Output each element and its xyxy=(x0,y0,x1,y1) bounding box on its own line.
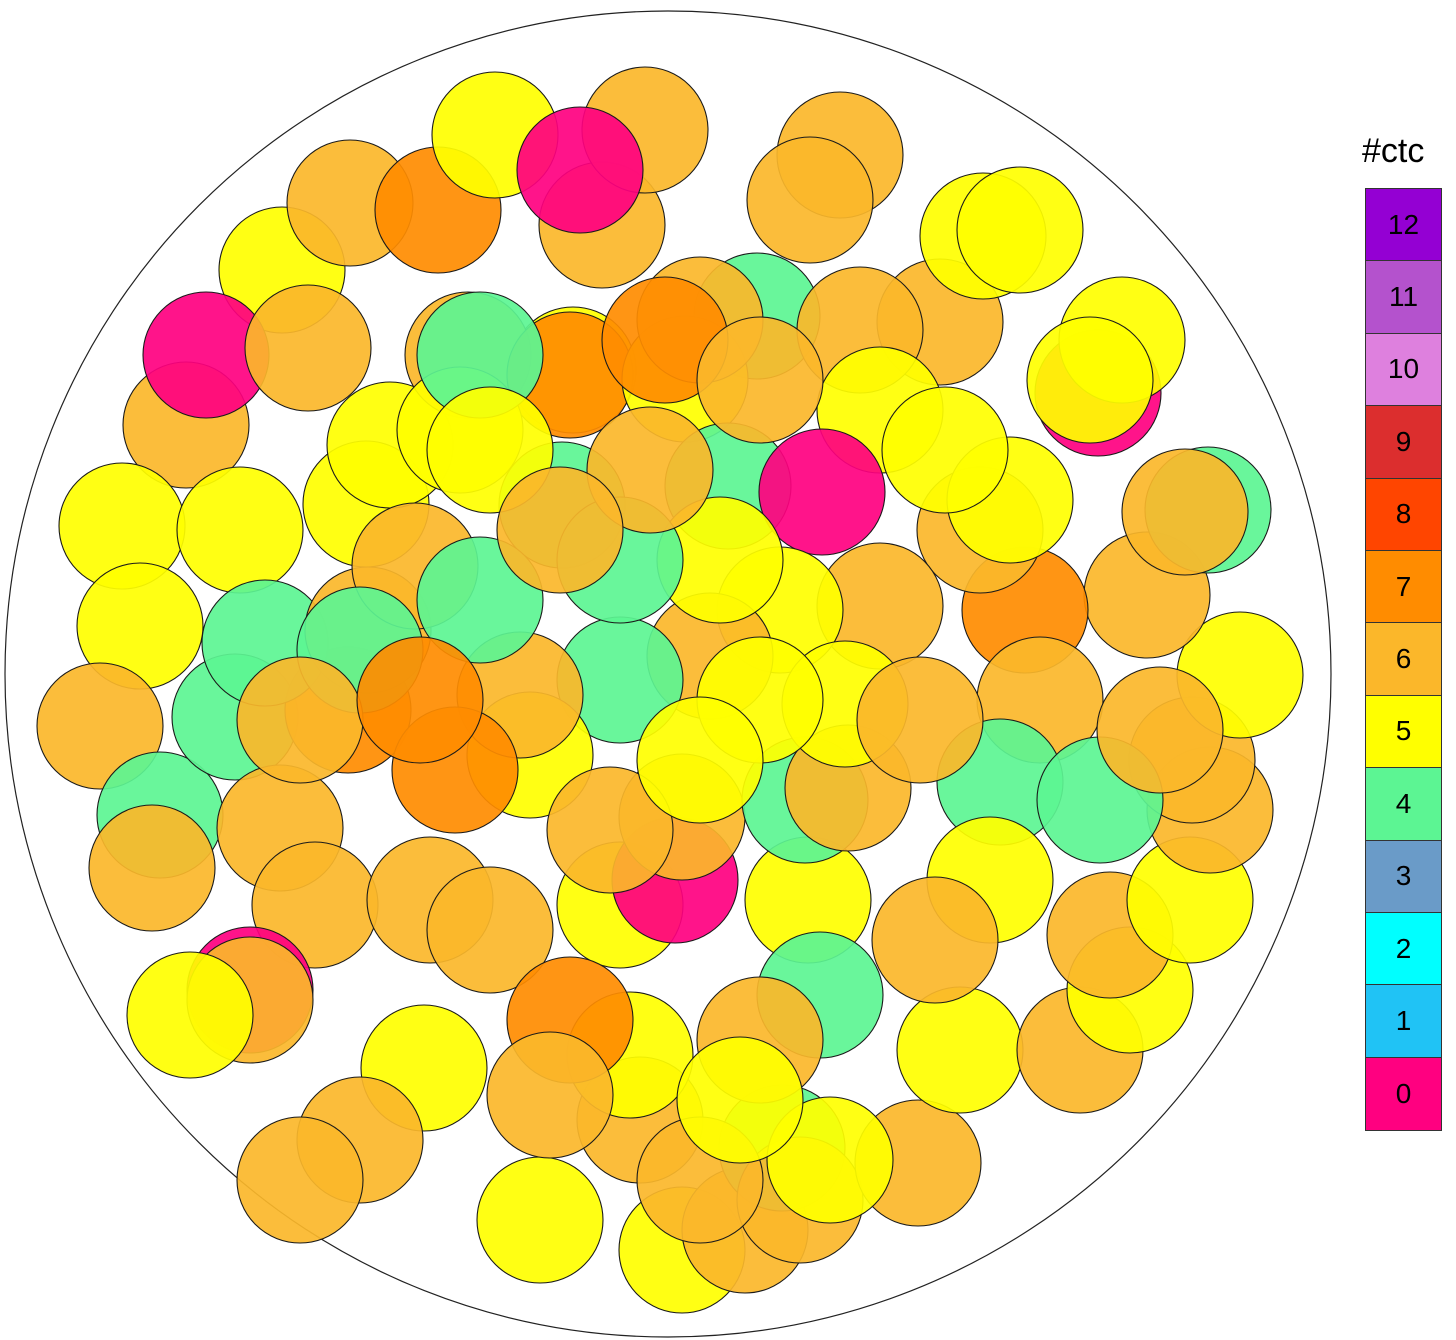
sphere-particle xyxy=(758,428,886,556)
sphere-particle xyxy=(586,406,714,534)
sphere-particle xyxy=(676,1036,804,1164)
sphere-particle xyxy=(496,466,624,594)
legend-swatch-9: 9 xyxy=(1366,406,1441,479)
sphere-particle xyxy=(244,284,372,412)
legend-swatch-5: 5 xyxy=(1366,695,1441,769)
container-boundary xyxy=(4,10,1332,1338)
sphere-particle xyxy=(176,466,304,594)
sphere-particle xyxy=(486,1031,614,1159)
sphere-particle xyxy=(236,656,364,784)
legend-swatch-12: 12 xyxy=(1366,189,1441,262)
particle-spheres xyxy=(36,66,1304,1314)
sphere-particle xyxy=(1096,666,1224,794)
legend-swatch-1: 1 xyxy=(1366,985,1441,1058)
legend-swatch-11: 11 xyxy=(1366,261,1441,334)
legend-swatch-6: 6 xyxy=(1366,623,1441,696)
sphere-particle xyxy=(236,1116,364,1244)
legend-swatch-3: 3 xyxy=(1366,840,1441,913)
sphere-particle xyxy=(546,766,674,894)
sphere-particle xyxy=(426,866,554,994)
sphere-particle xyxy=(956,166,1084,294)
sphere-particle xyxy=(126,951,254,1079)
sphere-particle xyxy=(516,106,644,234)
legend-swatch-7: 7 xyxy=(1366,550,1441,624)
sphere-particle xyxy=(896,986,1024,1114)
sphere-particle xyxy=(881,386,1009,514)
sphere-particle xyxy=(36,662,164,790)
sphere-particle xyxy=(476,1156,604,1284)
sphere-particle xyxy=(88,804,216,932)
legend-swatch-2: 2 xyxy=(1366,912,1441,986)
legend-swatch-4: 4 xyxy=(1366,768,1441,841)
sphere-particle xyxy=(871,876,999,1004)
contact-count-legend: 12 11 10 9 8 7 6 5 4 3 2 1 0 xyxy=(1365,188,1442,1132)
sphere-particle xyxy=(856,656,984,784)
sphere-particle xyxy=(636,696,764,824)
sphere-particle xyxy=(766,1096,894,1224)
legend-swatch-8: 8 xyxy=(1366,478,1441,551)
sphere-particle xyxy=(696,316,824,444)
sphere-particle xyxy=(746,136,874,264)
legend-swatch-0: 0 xyxy=(1366,1057,1441,1131)
sphere-particle xyxy=(356,636,484,764)
sphere-particle xyxy=(1026,316,1154,444)
legend-title: #ctc xyxy=(1362,132,1425,170)
legend-swatch-10: 10 xyxy=(1366,333,1441,407)
sphere-particle xyxy=(1121,448,1249,576)
